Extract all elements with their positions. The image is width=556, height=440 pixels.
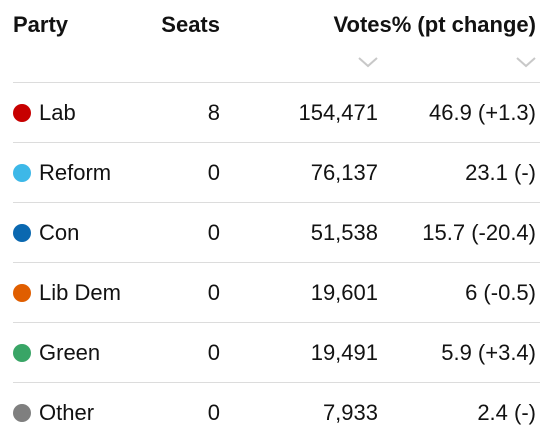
vote-share: 15.7 (-20.4)	[422, 220, 536, 245]
vote-share: 46.9 (+1.3)	[428, 100, 536, 125]
votes: 7,933	[322, 400, 378, 425]
party-name: Lib Dem	[39, 280, 121, 305]
party-color-dot	[13, 404, 31, 422]
seats: 0	[207, 160, 220, 185]
seats: 0	[207, 280, 220, 305]
sort-chevron[interactable]	[357, 55, 379, 69]
header-party: Party	[13, 12, 69, 37]
party-color-dot	[13, 284, 31, 302]
vote-share: 6 (-0.5)	[465, 280, 536, 305]
party-name: Green	[39, 340, 101, 365]
vote-share: 5.9 (+3.4)	[441, 340, 536, 365]
seats: 8	[207, 100, 220, 125]
party-name: Other	[39, 400, 95, 425]
votes: 154,471	[298, 100, 378, 125]
seats: 0	[207, 340, 220, 365]
votes: 19,491	[310, 340, 378, 365]
party-name: Lab	[39, 100, 76, 125]
row-divider	[13, 382, 540, 383]
vote-share: 2.4 (-)	[477, 400, 536, 425]
row-divider	[13, 262, 540, 263]
seats: 0	[207, 400, 220, 425]
row-divider	[13, 202, 540, 203]
votes: 19,601	[310, 280, 378, 305]
party-color-dot	[13, 224, 31, 242]
row-divider	[13, 82, 540, 83]
sort-chevron[interactable]	[515, 55, 537, 69]
row-divider	[13, 322, 540, 323]
header-seats[interactable]: Seats	[161, 12, 220, 37]
votes: 51,538	[310, 220, 378, 245]
party-color-dot	[13, 164, 31, 182]
party-color-dot	[13, 344, 31, 362]
row-divider	[13, 142, 540, 143]
party-name: Reform	[39, 160, 112, 185]
party-color-dot	[13, 104, 31, 122]
seats: 0	[207, 220, 220, 245]
votes: 76,137	[310, 160, 378, 185]
party-name: Con	[39, 220, 80, 245]
header-votes[interactable]: Votes% (pt change)	[333, 12, 536, 37]
vote-share: 23.1 (-)	[465, 160, 536, 185]
